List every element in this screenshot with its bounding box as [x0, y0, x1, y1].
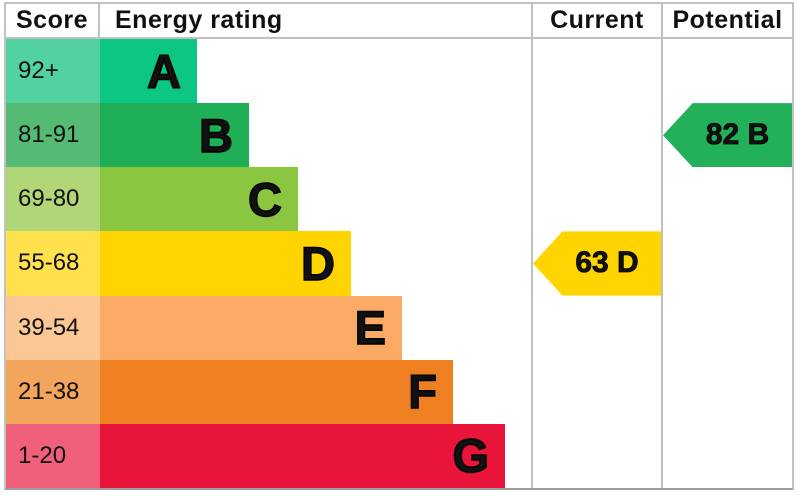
- rating-cell-f: F: [100, 359, 533, 424]
- potential-cell-c: [663, 167, 792, 231]
- header-row: Score Energy rating Current Potential: [6, 4, 792, 39]
- rating-letter-f: F: [408, 365, 438, 419]
- score-range-d: 55-68: [6, 231, 100, 296]
- header-current: Current: [533, 4, 663, 37]
- current-cell-a: [533, 39, 663, 104]
- current-cell-b: [533, 103, 663, 168]
- rating-letter-c: C: [247, 172, 282, 226]
- rating-bar-g: G: [100, 423, 505, 488]
- band-row-c: 69-80 C: [6, 167, 792, 232]
- rating-bar-f: F: [100, 359, 453, 424]
- band-row-f: 21-38 F: [6, 359, 792, 424]
- current-rating-label: 63 D: [575, 246, 639, 280]
- band-row-g: 1-20 G: [6, 423, 792, 488]
- epc-rating-chart: Score Energy rating Current Potential 92…: [4, 2, 794, 490]
- rating-cell-c: C: [100, 167, 533, 232]
- current-cell-d: 63 D: [533, 231, 663, 296]
- band-row-a: 92+ A: [6, 39, 792, 104]
- score-range-g: 1-20: [6, 423, 100, 488]
- rating-bar-b: B: [100, 103, 249, 168]
- rating-cell-g: G: [100, 423, 533, 488]
- rating-cell-d: D: [100, 231, 533, 296]
- rating-bar-e: E: [100, 295, 402, 360]
- score-range-b: 81-91: [6, 103, 100, 168]
- score-range-e: 39-54: [6, 295, 100, 360]
- rating-letter-d: D: [300, 236, 335, 290]
- rating-cell-e: E: [100, 295, 533, 360]
- potential-rating-label: 82 B: [705, 118, 770, 152]
- band-row-b: 81-91 B 82 B: [6, 103, 792, 168]
- rating-bar-c: C: [100, 167, 298, 232]
- potential-cell-e: [663, 296, 792, 360]
- current-cell-f: [533, 359, 663, 424]
- bands-body: 92+ A 81-91 B 82 B: [6, 39, 792, 488]
- band-row-e: 39-54 E: [6, 295, 792, 360]
- rating-letter-e: E: [354, 301, 387, 355]
- rating-cell-b: B: [100, 103, 533, 168]
- header-energy-rating: Energy rating: [100, 4, 533, 37]
- rating-cell-a: A: [100, 39, 533, 104]
- potential-cell-a: [663, 39, 792, 103]
- rating-letter-g: G: [452, 429, 490, 483]
- score-range-c: 69-80: [6, 167, 100, 232]
- potential-rating-arrow: 82 B: [663, 103, 792, 168]
- current-rating-arrow: 63 D: [533, 231, 661, 296]
- potential-cell-b: 82 B: [663, 103, 792, 168]
- current-cell-g: [533, 423, 663, 488]
- rating-bar-d: D: [100, 231, 351, 296]
- rating-letter-b: B: [198, 108, 233, 162]
- potential-cell-f: [663, 360, 792, 424]
- header-potential: Potential: [672, 6, 783, 34]
- potential-cell-d: [663, 231, 792, 295]
- rating-bar-a: A: [100, 39, 197, 104]
- potential-cell-g: [663, 424, 792, 488]
- current-cell-e: [533, 295, 663, 360]
- score-range-f: 21-38: [6, 359, 100, 424]
- score-range-a: 92+: [6, 39, 100, 104]
- rating-letter-a: A: [146, 44, 181, 98]
- current-cell-c: [533, 167, 663, 232]
- band-row-d: 55-68 D 63 D: [6, 231, 792, 296]
- header-score: Score: [6, 4, 100, 37]
